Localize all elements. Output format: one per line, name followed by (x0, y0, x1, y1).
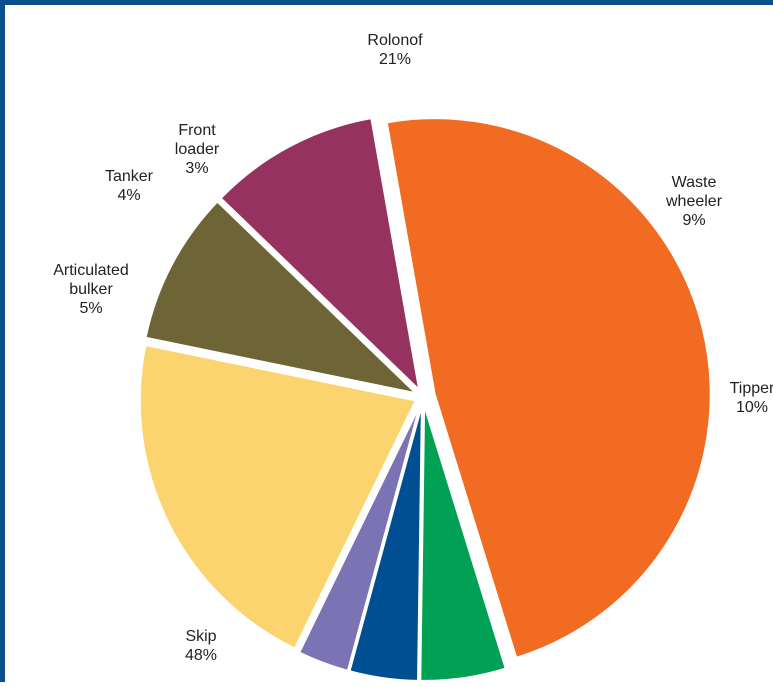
slice-label-name: Waste (671, 174, 717, 191)
pie-slice-front-loader (297, 404, 422, 673)
slice-label-percent: 4% (117, 187, 141, 204)
slice-label-percent: 5% (79, 300, 103, 317)
pie-slice-tanker (348, 404, 423, 682)
slice-label-name: Tipper (729, 380, 773, 397)
slice-label-name: Skip (185, 628, 217, 645)
slice-label-name: wheeler (665, 193, 723, 210)
pie-chart (138, 116, 712, 682)
slice-label-percent: 9% (682, 212, 706, 229)
slice-label-name: bulker (69, 281, 113, 298)
slice-label-name: loader (174, 141, 220, 158)
pie-slice-tipper (219, 116, 421, 393)
slice-label-front-loader: Front loader 3% (175, 121, 219, 178)
slice-label-rolonof: Rolonof 21% (367, 31, 422, 69)
slice-label-skip: Skip 48% (185, 627, 217, 665)
pie-slice-rolonof (138, 343, 418, 650)
slice-label-waste-wheeler: Waste wheeler 9% (666, 173, 722, 230)
slice-label-percent: 48% (184, 647, 218, 664)
slice-label-tipper: Tipper 10% (730, 379, 773, 417)
slice-label-name: Rolonof (367, 32, 423, 49)
slice-label-name: Tanker (104, 168, 154, 185)
slice-label-articulated-bulker: Articulated bulker 5% (53, 261, 129, 318)
slice-label-percent: 21% (378, 51, 412, 68)
slice-label-percent: 10% (735, 399, 769, 416)
pie-slice-waste-wheeler (144, 200, 420, 395)
pie-slice-articulated-bulker (419, 404, 508, 682)
pie-slices (138, 116, 712, 682)
slice-label-tanker: Tanker 4% (105, 167, 153, 205)
pie-slice-skip (385, 117, 712, 660)
slice-label-name: Articulated (53, 262, 129, 279)
slice-label-percent: 3% (185, 160, 209, 177)
slice-label-name: Front (178, 122, 216, 139)
